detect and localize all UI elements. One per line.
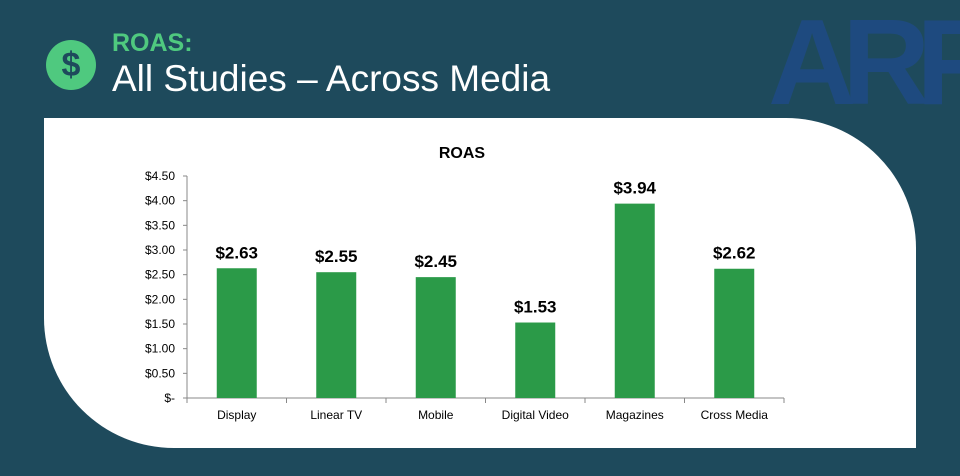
bar-magazines	[614, 203, 655, 398]
y-tick-label: $2.50	[145, 268, 175, 282]
chart-axes: $- $0.50 $1.00 $1.50 $2.00 $2.50 $3.00 $3.50 $4.…	[145, 169, 785, 405]
data-label: $1.53	[514, 298, 557, 317]
y-tick-label: $-	[164, 391, 175, 405]
bar-cross-media	[714, 268, 755, 398]
chart-panel	[44, 118, 916, 448]
y-tick-label: $1.50	[145, 317, 175, 331]
y-tick-label: $0.50	[145, 366, 175, 380]
x-tick-label: Magazines	[606, 408, 664, 422]
chart-bars	[216, 203, 755, 398]
data-label: $3.94	[613, 179, 656, 198]
dollar-icon: $	[46, 40, 96, 90]
chart-title: ROAS	[439, 145, 486, 162]
bar-mobile	[415, 277, 456, 398]
x-tick-label: Display	[217, 408, 256, 422]
slide-title: All Studies – Across Media	[112, 58, 551, 99]
bar-display	[216, 268, 257, 398]
arf-logo-text: ARF	[768, 0, 960, 108]
dollar-icon-glyph: $	[61, 46, 81, 84]
data-label: $2.63	[215, 243, 258, 262]
bar-digital-video	[515, 322, 556, 398]
slide-subtitle: ROAS:	[112, 29, 193, 57]
y-tick-label: $3.50	[145, 218, 175, 232]
data-label: $2.55	[315, 247, 358, 266]
y-tick-label: $1.00	[145, 342, 175, 356]
x-tick-label: Mobile	[418, 408, 454, 422]
y-tick-label: $4.50	[145, 169, 175, 183]
data-label: $2.62	[713, 244, 756, 263]
arf-logo: ARF	[768, 0, 960, 108]
x-tick-label: Cross Media	[701, 408, 769, 422]
y-tick-label: $4.00	[145, 194, 175, 208]
bar-linear-tv	[316, 272, 357, 398]
data-label: $2.45	[414, 252, 457, 271]
chart-labels: $2.63 Display $2.55 Linear TV $2.45 Mobile $1.…	[215, 179, 768, 422]
x-tick-label: Digital Video	[502, 408, 569, 422]
y-tick-label: $2.00	[145, 292, 175, 306]
y-tick-label: $3.00	[145, 243, 175, 257]
x-tick-label: Linear TV	[310, 408, 362, 422]
